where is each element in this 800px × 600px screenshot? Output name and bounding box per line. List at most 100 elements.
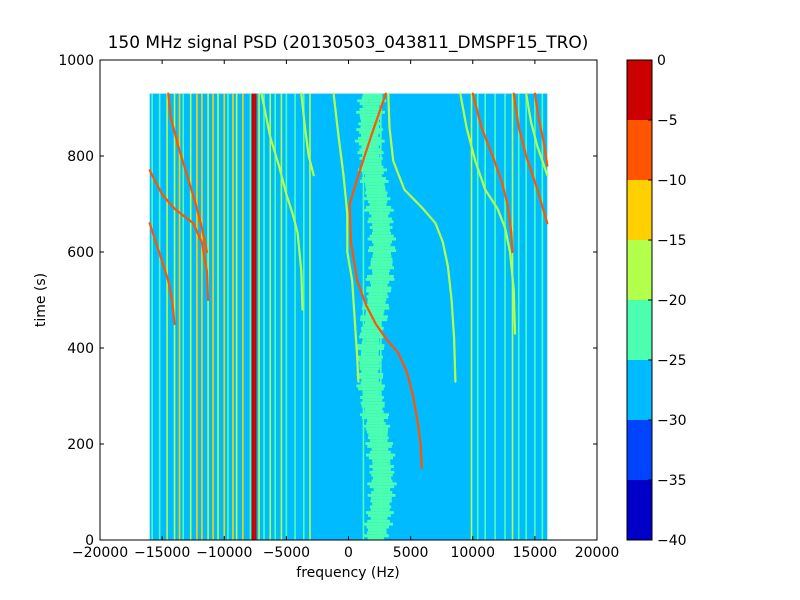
noise-band-cell bbox=[358, 142, 382, 146]
noise-band-cell bbox=[365, 182, 385, 186]
vertical-signal-line bbox=[274, 93, 276, 540]
noise-band-cell bbox=[366, 421, 386, 425]
colorbar-segment bbox=[627, 120, 652, 180]
noise-band-cell bbox=[356, 355, 383, 359]
noise-band-cell bbox=[363, 303, 389, 307]
noise-band-cell bbox=[373, 252, 391, 255]
y-tick-label: 600 bbox=[67, 245, 94, 261]
noise-band-cell bbox=[359, 156, 383, 160]
drift-trace bbox=[260, 92, 304, 311]
vertical-signal-line bbox=[504, 93, 506, 540]
noise-band-cell bbox=[368, 514, 391, 517]
noise-band-cell bbox=[356, 384, 385, 388]
noise-band-cell bbox=[370, 260, 393, 264]
vertical-signal-line bbox=[178, 93, 181, 540]
noise-band-cell bbox=[359, 180, 389, 183]
vertical-signal-line bbox=[217, 93, 219, 540]
noise-band-cell bbox=[369, 211, 390, 215]
noise-band-cell bbox=[369, 470, 395, 474]
x-tick-label: −20000 bbox=[72, 545, 128, 561]
noise-band-cell bbox=[362, 93, 383, 97]
noise-band-cell bbox=[362, 105, 380, 108]
noise-band-cell bbox=[361, 341, 380, 345]
vertical-signal-line bbox=[534, 93, 536, 540]
noise-band-cell bbox=[361, 145, 379, 149]
colorbar-segment bbox=[627, 60, 652, 120]
vertical-signal-line bbox=[251, 93, 255, 540]
noise-band-cell bbox=[371, 447, 389, 451]
noise-band-cell bbox=[358, 168, 387, 172]
drift-trace bbox=[167, 92, 208, 254]
noise-band-cell bbox=[367, 298, 387, 301]
noise-band-cell bbox=[370, 280, 390, 284]
vertical-signal-line bbox=[476, 93, 479, 540]
vertical-signal-line bbox=[525, 93, 527, 540]
drift-trace bbox=[471, 92, 514, 254]
noise-band-cell bbox=[371, 214, 389, 218]
x-axis: −20000 −15000 −10000 −5000 0 5000 10000 15000 20… bbox=[72, 60, 619, 561]
noise-band-cell bbox=[367, 300, 386, 304]
drift-trace bbox=[348, 92, 423, 470]
noise-band-cell bbox=[360, 401, 385, 405]
vertical-signal-line bbox=[494, 93, 496, 540]
noise-band-cell bbox=[360, 116, 381, 120]
noise-band-cell bbox=[367, 519, 390, 523]
noise-band-cell bbox=[369, 203, 387, 206]
noise-band-cell bbox=[365, 289, 391, 293]
vertical-signal-line bbox=[249, 93, 252, 540]
vertical-signal-line bbox=[201, 93, 203, 540]
noise-band-cell bbox=[361, 404, 385, 408]
drift-trace bbox=[148, 169, 210, 302]
noise-band-cell bbox=[365, 321, 382, 324]
vertical-signal-line bbox=[182, 93, 185, 540]
noise-band-cell bbox=[362, 338, 380, 342]
noise-band-cell bbox=[363, 324, 382, 327]
drift-trace bbox=[148, 222, 176, 326]
noise-band-cell bbox=[366, 194, 387, 198]
noise-band-cell bbox=[361, 416, 389, 420]
noise-band-cell bbox=[359, 396, 384, 399]
noise-band-cell bbox=[367, 419, 384, 422]
noise-band-cell bbox=[359, 361, 380, 365]
noise-band-cell bbox=[362, 162, 382, 166]
noise-band-cell bbox=[359, 113, 381, 117]
noise-band-cell bbox=[362, 171, 384, 175]
noise-band-cell bbox=[373, 243, 391, 247]
noise-band-cell bbox=[367, 237, 397, 241]
noise-band-cell bbox=[365, 511, 394, 515]
noise-band-cell bbox=[362, 424, 391, 428]
vertical-signal-line bbox=[258, 93, 260, 540]
colorbar-tick-label: −20 bbox=[657, 293, 687, 309]
noise-band-cell bbox=[359, 367, 380, 371]
x-tick-label: 10000 bbox=[450, 545, 495, 561]
y-axis: 0 200 400 600 800 1000 bbox=[58, 53, 597, 549]
noise-band-cell bbox=[368, 528, 387, 532]
y-tick-label: 0 bbox=[85, 533, 94, 549]
noise-band-cell bbox=[356, 372, 384, 376]
x-axis-label: frequency (Hz) bbox=[296, 565, 399, 581]
noise-band-cell bbox=[371, 473, 393, 477]
noise-band-cell bbox=[372, 468, 391, 471]
noise-band-cell bbox=[360, 352, 379, 356]
noise-band-cell bbox=[362, 398, 383, 402]
noise-band-cell bbox=[356, 375, 384, 379]
vertical-signal-line bbox=[541, 93, 544, 540]
colorbar: −40 −35 −30 −25 −20 −15 −10 −5 0 bbox=[626, 53, 687, 549]
noise-band-cell bbox=[359, 102, 384, 106]
noise-band-cell bbox=[368, 292, 388, 296]
colorbar-tick-label: −25 bbox=[657, 353, 687, 369]
noise-band-cell bbox=[359, 364, 380, 368]
noise-band-cell bbox=[361, 329, 383, 333]
drift-trace bbox=[387, 92, 457, 383]
drift-trace bbox=[512, 92, 549, 225]
noise-band-cell bbox=[361, 177, 387, 180]
noise-band-cell bbox=[361, 306, 390, 310]
colorbar-tick-label: −40 bbox=[657, 533, 687, 549]
noise-band-cell bbox=[360, 119, 379, 123]
vertical-signal-line bbox=[227, 93, 229, 540]
x-tick-label: −10000 bbox=[196, 545, 252, 561]
x-tick-label: −15000 bbox=[134, 545, 190, 561]
x-tick-label: 15000 bbox=[513, 545, 558, 561]
noise-band-cell bbox=[369, 246, 396, 250]
vertical-signal-line bbox=[511, 93, 514, 540]
